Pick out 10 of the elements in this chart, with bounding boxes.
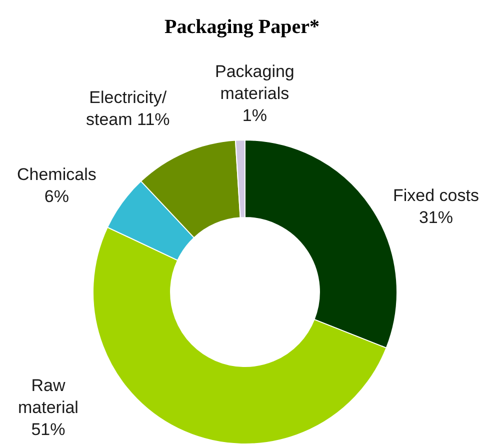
data-label: 6% [44,187,69,206]
slice-label: Fixed costs [393,186,479,205]
slice-label: Electricity/steam 11% [86,88,170,130]
slice-label: Chemicals [17,165,96,184]
slice-label: Raw material [18,376,78,418]
chart-title: Packaging Paper* [164,16,320,38]
slice-label: Packaging materials [215,62,294,104]
data-label: 1% [242,106,267,126]
data-label: 51% [31,420,66,440]
data-label: 31% [418,208,454,228]
